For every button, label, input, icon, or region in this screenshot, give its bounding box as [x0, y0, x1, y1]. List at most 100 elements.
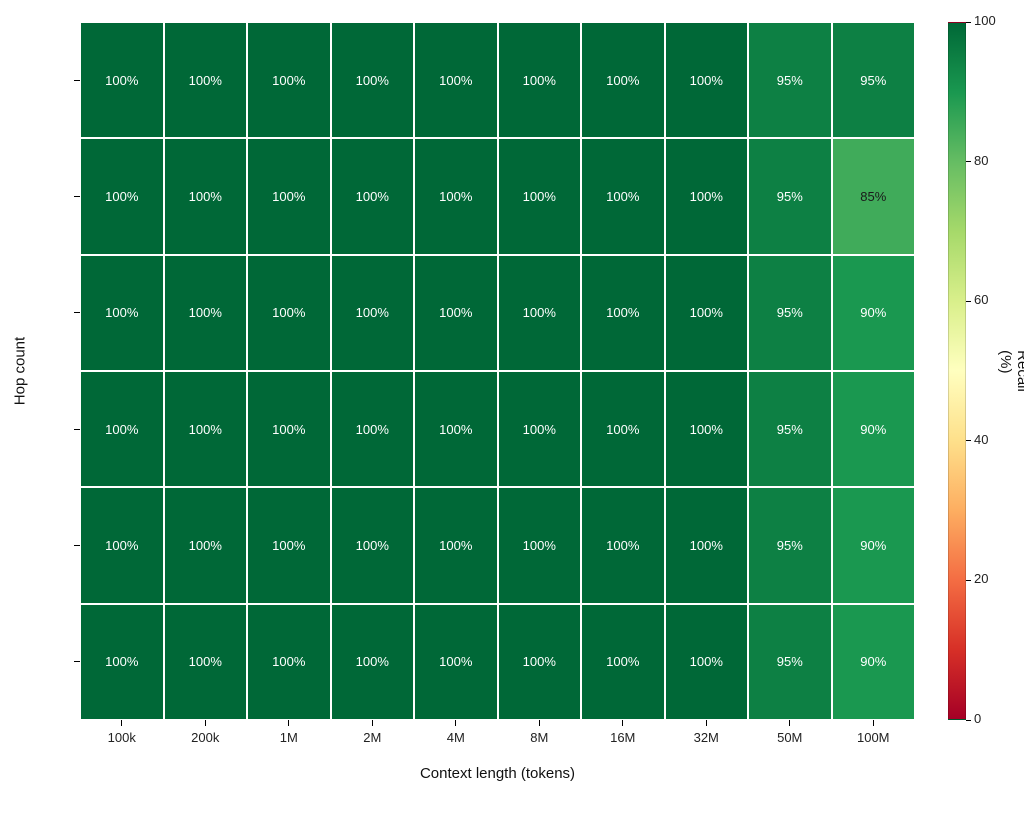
cell-value-label: 85% — [860, 189, 886, 204]
heatmap-cell: 100% — [331, 138, 415, 254]
colorbar-tick-label: 60 — [974, 292, 988, 307]
colorbar-tick-mark — [966, 22, 971, 23]
heatmap-cell: 100% — [414, 255, 498, 371]
cell-value-label: 100% — [690, 422, 723, 437]
cell-value-label: 100% — [189, 538, 222, 553]
x-tick-label: 50M — [777, 730, 802, 745]
heatmap-cell: 85% — [832, 138, 916, 254]
heatmap-cell: 100% — [164, 255, 248, 371]
heatmap-cell: 100% — [414, 138, 498, 254]
cell-value-label: 95% — [860, 73, 886, 88]
cell-value-label: 100% — [523, 73, 556, 88]
cell-value-label: 100% — [523, 189, 556, 204]
heatmap-cell: 100% — [665, 138, 749, 254]
heatmap-cell: 100% — [498, 138, 582, 254]
cell-value-label: 90% — [860, 654, 886, 669]
cell-value-label: 100% — [606, 73, 639, 88]
cell-value-label: 100% — [272, 422, 305, 437]
colorbar-tick-mark — [966, 301, 971, 302]
x-tick-mark — [539, 720, 540, 726]
heatmap-cell: 100% — [498, 22, 582, 138]
heatmap-cell: 100% — [164, 604, 248, 720]
heatmap-cell: 100% — [581, 371, 665, 487]
x-tick-mark — [372, 720, 373, 726]
heatmap-cell: 100% — [414, 371, 498, 487]
cell-value-label: 90% — [860, 538, 886, 553]
cell-value-label: 100% — [272, 305, 305, 320]
colorbar-tick-label: 20 — [974, 571, 988, 586]
cell-value-label: 100% — [690, 305, 723, 320]
colorbar-tick-mark — [966, 580, 971, 581]
cell-value-label: 95% — [777, 538, 803, 553]
y-tick-mark — [74, 429, 80, 430]
y-axis-label: Hop count — [12, 337, 29, 405]
colorbar — [948, 22, 966, 720]
colorbar-tick-mark — [966, 161, 971, 162]
heatmap-cell: 100% — [331, 487, 415, 603]
y-tick-mark — [74, 545, 80, 546]
colorbar-tick-label: 80 — [974, 153, 988, 168]
x-tick-mark — [455, 720, 456, 726]
heatmap-cell: 100% — [498, 487, 582, 603]
cell-value-label: 90% — [860, 305, 886, 320]
cell-value-label: 100% — [690, 538, 723, 553]
heatmap-cell: 100% — [581, 604, 665, 720]
cell-value-label: 100% — [272, 189, 305, 204]
heatmap-cell: 100% — [164, 22, 248, 138]
heatmap-cell: 100% — [581, 487, 665, 603]
cell-value-label: 100% — [105, 538, 138, 553]
x-tick-mark — [205, 720, 206, 726]
y-tick-mark — [74, 661, 80, 662]
cell-value-label: 100% — [356, 73, 389, 88]
heatmap-cell: 100% — [80, 22, 164, 138]
cell-value-label: 100% — [690, 73, 723, 88]
cell-value-label: 100% — [439, 73, 472, 88]
heatmap-grid: 100%100%100%100%100%100%100%100%95%95%10… — [80, 22, 915, 720]
heatmap-cell: 100% — [164, 138, 248, 254]
heatmap-cell: 95% — [748, 487, 832, 603]
heatmap-figure: 100%100%100%100%100%100%100%100%95%95%10… — [0, 0, 1024, 818]
x-tick-label: 32M — [694, 730, 719, 745]
cell-value-label: 100% — [690, 654, 723, 669]
x-tick-label: 16M — [610, 730, 635, 745]
x-tick-mark — [288, 720, 289, 726]
cell-value-label: 100% — [606, 189, 639, 204]
x-tick-mark — [121, 720, 122, 726]
cell-value-label: 100% — [356, 538, 389, 553]
heatmap-cell: 100% — [665, 487, 749, 603]
x-tick-label: 100k — [108, 730, 136, 745]
heatmap-cell: 100% — [247, 371, 331, 487]
x-tick-label: 100M — [857, 730, 890, 745]
cell-value-label: 100% — [105, 654, 138, 669]
colorbar-tick-label: 0 — [974, 711, 981, 726]
heatmap-cell: 100% — [414, 22, 498, 138]
cell-value-label: 100% — [606, 422, 639, 437]
y-tick-mark — [74, 312, 80, 313]
heatmap-cell: 95% — [748, 255, 832, 371]
heatmap-cell: 100% — [665, 255, 749, 371]
cell-value-label: 100% — [439, 305, 472, 320]
cell-value-label: 95% — [777, 422, 803, 437]
heatmap-cell: 100% — [581, 255, 665, 371]
colorbar-tick-label: 40 — [974, 432, 988, 447]
cell-value-label: 100% — [189, 654, 222, 669]
cell-value-label: 100% — [356, 305, 389, 320]
cell-value-label: 100% — [439, 654, 472, 669]
x-axis-label: Context length (tokens) — [420, 765, 575, 782]
heatmap-cell: 90% — [832, 371, 916, 487]
heatmap-cell: 95% — [748, 604, 832, 720]
heatmap-cell: 90% — [832, 487, 916, 603]
heatmap-cell: 100% — [331, 255, 415, 371]
cell-value-label: 100% — [523, 538, 556, 553]
cell-value-label: 95% — [777, 73, 803, 88]
x-tick-label: 200k — [191, 730, 219, 745]
heatmap-cell: 100% — [80, 371, 164, 487]
x-tick-mark — [622, 720, 623, 726]
cell-value-label: 100% — [356, 189, 389, 204]
heatmap-cell: 100% — [247, 138, 331, 254]
heatmap-cell: 100% — [498, 255, 582, 371]
x-tick-mark — [873, 720, 874, 726]
heatmap-cell: 100% — [80, 255, 164, 371]
colorbar-tick-mark — [966, 440, 971, 441]
cell-value-label: 100% — [523, 654, 556, 669]
